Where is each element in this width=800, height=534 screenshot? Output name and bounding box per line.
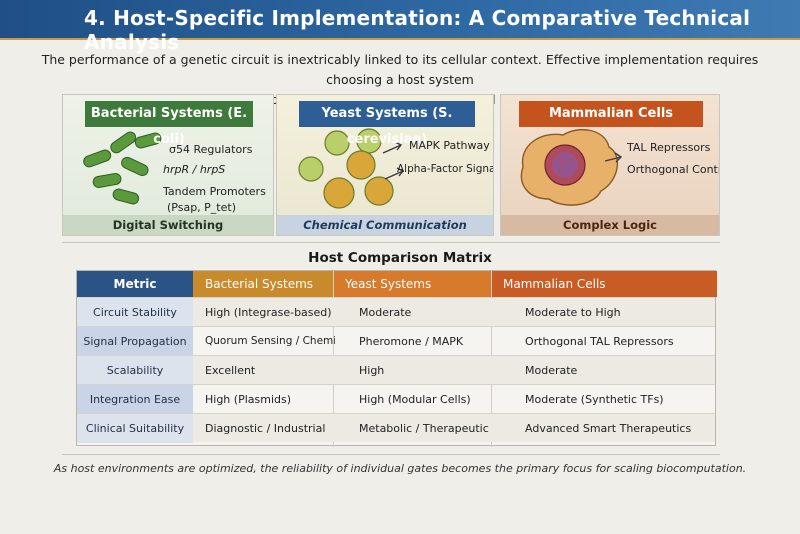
cell-metric: Clinical Suitability: [77, 414, 193, 443]
comparison-table: Metric Bacterial Systems Yeast Systems M…: [76, 270, 717, 447]
header-yeast: Yeast Systems: [333, 271, 491, 297]
cell-bacterial: High (Integrase-based): [205, 306, 332, 319]
bacterial-label-promoter-names: (Psap, P_tet): [167, 201, 236, 214]
table-row: Scalability Excellent High Moderate: [77, 355, 715, 385]
cell-mammalian: Moderate: [525, 364, 578, 377]
card-mammalian-footer: Complex Logic: [501, 215, 719, 235]
cell-yeast: Pheromone / MAPK: [359, 335, 464, 348]
card-yeast-footer: Chemical Communication: [277, 215, 493, 235]
cell-mammalian: Moderate to High: [525, 306, 621, 319]
footer-note: As host environments are optimized, the …: [53, 462, 747, 475]
header-metric: Metric: [77, 271, 193, 297]
cell-mammalian: Orthogonal TAL Repressors: [525, 335, 674, 348]
header-mammalian: Mammalian Cells: [491, 271, 717, 297]
intro-line-1: The performance of a genetic circuit is …: [41, 52, 759, 87]
cell-metric: Integration Ease: [77, 385, 193, 414]
cell-yeast: High: [359, 364, 385, 377]
matrix-title: Host Comparison Matrix: [308, 250, 492, 266]
yeast-label-alpha-factor: Alpha-Factor Signaling: [397, 163, 493, 175]
table-row: Circuit Stability High (Integrase-based)…: [77, 297, 715, 327]
footer-divider: [62, 454, 720, 455]
card-bacterial-title: Bacterial Systems (E. coli): [85, 101, 253, 147]
card-bacterial-footer: Digital Switching: [63, 215, 273, 235]
table-body: Circuit Stability High (Integrase-based)…: [77, 297, 715, 447]
bacterial-label-promoters: Tandem Promoters: [163, 185, 266, 198]
table-row: Integration Ease High (Plasmids) High (M…: [77, 384, 715, 414]
card-yeast: Yeast Systems (S. cerevisiae) MAPK Pathw…: [276, 94, 494, 236]
card-mammalian: Mammalian Cells TAL Repressors Orthogona…: [500, 94, 720, 236]
cell-yeast: High (Modular Cells): [359, 393, 471, 406]
cell-metric: Scalability: [77, 356, 193, 385]
bacterial-label-hrp: hrpR / hrpS: [163, 163, 226, 176]
mammalian-label-orthogonal: Orthogonal Control: [627, 163, 719, 176]
title-bar: 4. Host-Specific Implementation: A Compa…: [0, 0, 800, 54]
table-row: Signal Propagation Quorum Sensing / Chem…: [77, 326, 715, 356]
yeast-label-mapk: MAPK Pathway: [409, 139, 490, 152]
cell-mammalian: Advanced Smart Therapeutics: [525, 422, 692, 435]
page-title: 4. Host-Specific Implementation: A Compa…: [84, 6, 751, 54]
card-bacterial: Bacterial Systems (E. coli) σ54 Regulato…: [62, 94, 274, 236]
cell-yeast: Metabolic / Therapeutic: [359, 422, 489, 435]
cell-bacterial: Diagnostic / Industrial: [205, 422, 326, 435]
cell-metric: Circuit Stability: [77, 298, 193, 327]
yeast-illustration: [298, 128, 405, 209]
cell-yeast: Moderate: [359, 306, 412, 319]
mammalian-cell-illustration: [520, 128, 623, 206]
cell-mammalian: Moderate (Synthetic TFs): [525, 393, 664, 406]
table-row: Clinical Suitability Diagnostic / Indust…: [77, 413, 715, 443]
header-bacterial: Bacterial Systems: [193, 271, 333, 297]
cell-bacterial: Excellent: [205, 364, 256, 377]
card-yeast-title: Yeast Systems (S. cerevisiae): [299, 101, 475, 147]
cell-bacterial: Quorum Sensing / Chemical Wires: [205, 335, 335, 347]
cell-bacterial: High (Plasmids): [205, 393, 292, 406]
section-divider: [62, 242, 720, 243]
cell-metric: Signal Propagation: [77, 327, 193, 356]
bacteria-illustration: [83, 131, 162, 205]
bacterial-label-regulators: σ54 Regulators: [169, 143, 253, 156]
mammalian-label-tal: TAL Repressors: [627, 141, 711, 154]
card-mammalian-title: Mammalian Cells: [519, 101, 703, 127]
